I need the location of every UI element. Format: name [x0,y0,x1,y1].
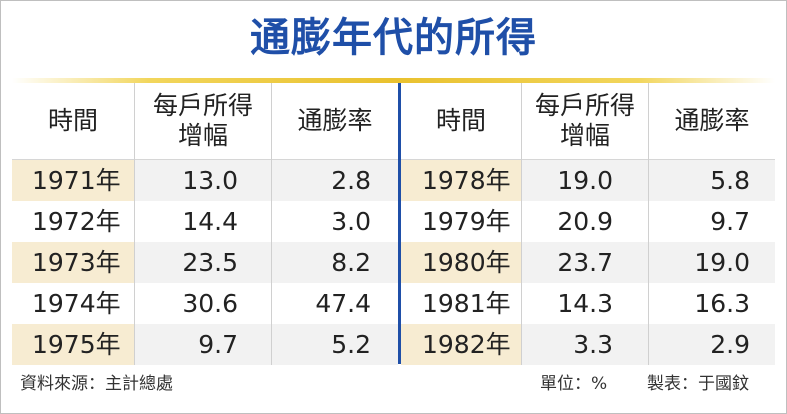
cell-income-left: 13.0 [182,166,238,195]
cell-background [272,160,398,201]
cell-background [135,324,271,365]
cell-income-left: 23.5 [182,248,238,277]
cell-inflation-left: 8.2 [331,248,371,277]
cell-income-right: 19.0 [557,166,613,195]
cell-year-left: 1972年 [32,207,121,236]
cell-background [401,324,521,365]
cell-income-left: 9.7 [198,330,238,359]
header-year-left: 時間 [47,106,98,135]
cell-background [522,242,648,283]
table-body: 1971年 13.0 2.8 1978年 19.0 5.8 1972年 14.4 3.0 1979… [12,160,775,365]
cell-inflation-right: 16.3 [694,289,750,318]
cell-year-right: 1981年 [422,289,511,318]
column-divider [648,83,649,365]
cell-year-right: 1982年 [422,330,511,359]
table-header: 時間 每戶所得 增幅 通膨率 時間 每戶所得 增幅 通膨率 [12,83,775,160]
cell-year-left: 1974年 [32,289,121,318]
cell-background [135,160,271,201]
table-row: 1972年 14.4 3.0 1979年 20.9 9.7 [12,201,775,242]
cell-year-left: 1973年 [32,248,121,277]
cell-income-right: 3.3 [573,330,613,359]
cell-background [272,324,398,365]
cell-background [12,242,134,283]
cell-year-right: 1980年 [422,248,511,277]
cell-inflation-left: 47.4 [315,289,371,318]
column-divider [134,83,135,365]
cell-income-left: 14.4 [182,207,238,236]
cell-income-right: 23.7 [557,248,613,277]
header-income-left: 每戶所得 增幅 [152,91,253,150]
cell-income-left: 30.6 [182,289,238,318]
cell-background [401,160,521,201]
cell-year-right: 1979年 [422,207,511,236]
cell-income-right: 20.9 [557,207,613,236]
cell-income-right: 14.3 [557,289,613,318]
column-divider [271,83,272,365]
title-rule [12,78,775,83]
cell-year-right: 1978年 [422,166,511,195]
cell-inflation-right: 9.7 [710,207,750,236]
center-divider [398,83,401,364]
cell-background [135,242,271,283]
unit-note: 單位：% [540,374,608,394]
cell-inflation-left: 5.2 [331,330,371,359]
table-row: 1974年 30.6 47.4 1981年 14.3 16.3 [12,283,775,324]
cell-year-left: 1975年 [32,330,121,359]
cell-background [522,324,648,365]
header-inflation-right: 通膨率 [674,106,750,135]
cell-background [272,242,398,283]
header-inflation-left: 通膨率 [297,106,373,135]
cell-inflation-left: 2.8 [331,166,371,195]
data-table: 時間 每戶所得 增幅 通膨率 時間 每戶所得 增幅 通膨率 1971年 13.0 2… [12,83,775,365]
cell-background [649,324,775,365]
table-row: 1973年 23.5 8.2 1980年 23.7 19.0 [12,242,775,283]
cell-background [12,324,134,365]
chart-title: 通膨年代的所得 [250,15,537,61]
source-note: 資料來源：主計總處 [20,374,173,394]
header-year-right: 時間 [435,106,486,135]
cell-inflation-right: 5.8 [710,166,750,195]
cell-background [649,160,775,201]
table-row: 1971年 13.0 2.8 1978年 19.0 5.8 [12,160,775,201]
header-income-right: 每戶所得 增幅 [534,91,635,150]
table-row: 1975年 9.7 5.2 1982年 3.3 2.9 [12,324,775,365]
cell-inflation-left: 3.0 [331,207,371,236]
maker-note: 製表：于國鈫 [647,374,749,394]
cell-background [522,160,648,201]
cell-inflation-right: 2.9 [710,330,750,359]
column-divider [521,83,522,365]
cell-inflation-right: 19.0 [694,248,750,277]
cell-year-left: 1971年 [32,166,121,195]
cell-background [12,160,134,201]
cell-background [649,242,775,283]
cell-background [401,242,521,283]
